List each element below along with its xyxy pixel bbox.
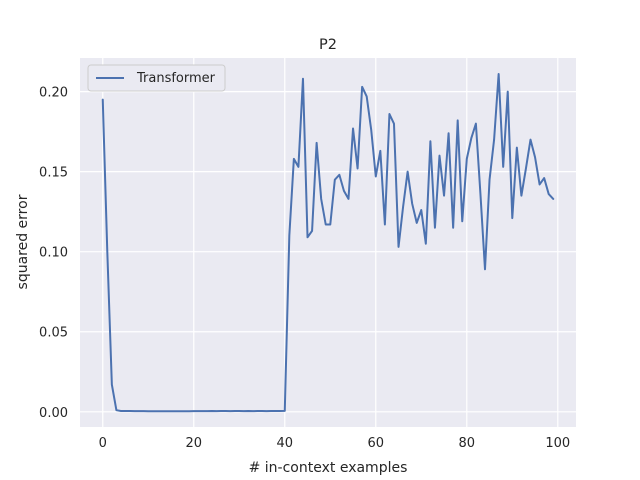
series-line-transformer xyxy=(101,73,555,413)
legend-label-transformer: Transformer xyxy=(136,71,216,86)
x-tick-label: 80 xyxy=(459,436,476,451)
chart-title: P2 xyxy=(319,37,337,53)
x-tick-labels: 0 20 40 60 80 100 xyxy=(99,436,571,451)
legend: Transformer xyxy=(87,64,226,92)
y-tick-label: 0.15 xyxy=(39,166,68,181)
x-tick-label: 60 xyxy=(368,436,385,451)
x-tick-label: 100 xyxy=(545,436,570,451)
y-tick-labels: 0.00 0.05 0.10 0.15 0.20 xyxy=(39,86,68,421)
legend-box xyxy=(87,64,226,92)
y-tick-label: 0.05 xyxy=(39,326,68,341)
y-tick-label: 0.00 xyxy=(39,406,68,421)
plot-background xyxy=(80,58,576,427)
x-axis-label: # in-context examples xyxy=(249,460,408,476)
y-tick-label: 0.10 xyxy=(39,246,68,261)
x-tick-label: 40 xyxy=(276,436,293,451)
y-axis-label: squared error xyxy=(15,194,31,289)
y-tick-label: 0.20 xyxy=(39,86,68,101)
x-tick-label: 20 xyxy=(185,436,202,451)
x-tick-label: 0 xyxy=(99,436,107,451)
